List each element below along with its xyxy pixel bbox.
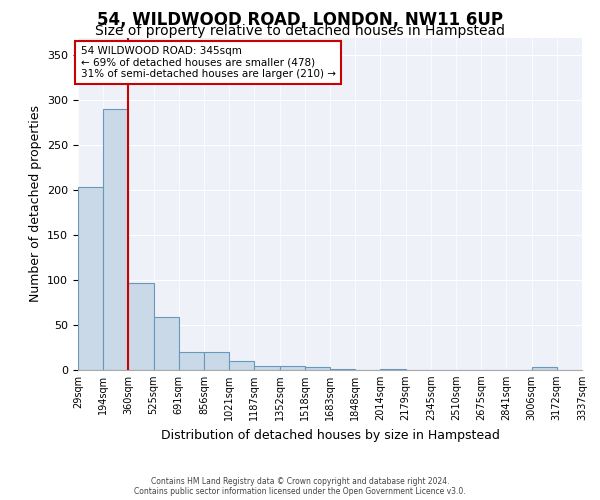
Bar	[229, 361, 254, 370]
Bar	[204, 352, 229, 370]
Bar	[78, 186, 103, 370]
X-axis label: Distribution of detached houses by size in Hampstead: Distribution of detached houses by size …	[161, 429, 499, 442]
Text: Contains HM Land Registry data © Crown copyright and database right 2024.
Contai: Contains HM Land Registry data © Crown c…	[134, 476, 466, 496]
Bar	[103, 110, 128, 370]
Bar	[154, 317, 179, 370]
Bar	[305, 368, 330, 370]
Text: 54, WILDWOOD ROAD, LONDON, NW11 6UP: 54, WILDWOOD ROAD, LONDON, NW11 6UP	[97, 11, 503, 29]
Text: Size of property relative to detached houses in Hampstead: Size of property relative to detached ho…	[95, 24, 505, 38]
Text: 54 WILDWOOD ROAD: 345sqm
← 69% of detached houses are smaller (478)
31% of semi-: 54 WILDWOOD ROAD: 345sqm ← 69% of detach…	[80, 46, 335, 79]
Bar	[280, 366, 305, 370]
Bar	[179, 352, 204, 370]
Bar	[380, 369, 406, 370]
Bar	[330, 369, 355, 370]
Bar	[532, 368, 557, 370]
Y-axis label: Number of detached properties: Number of detached properties	[29, 106, 41, 302]
Bar	[254, 366, 280, 370]
Bar	[128, 283, 154, 370]
